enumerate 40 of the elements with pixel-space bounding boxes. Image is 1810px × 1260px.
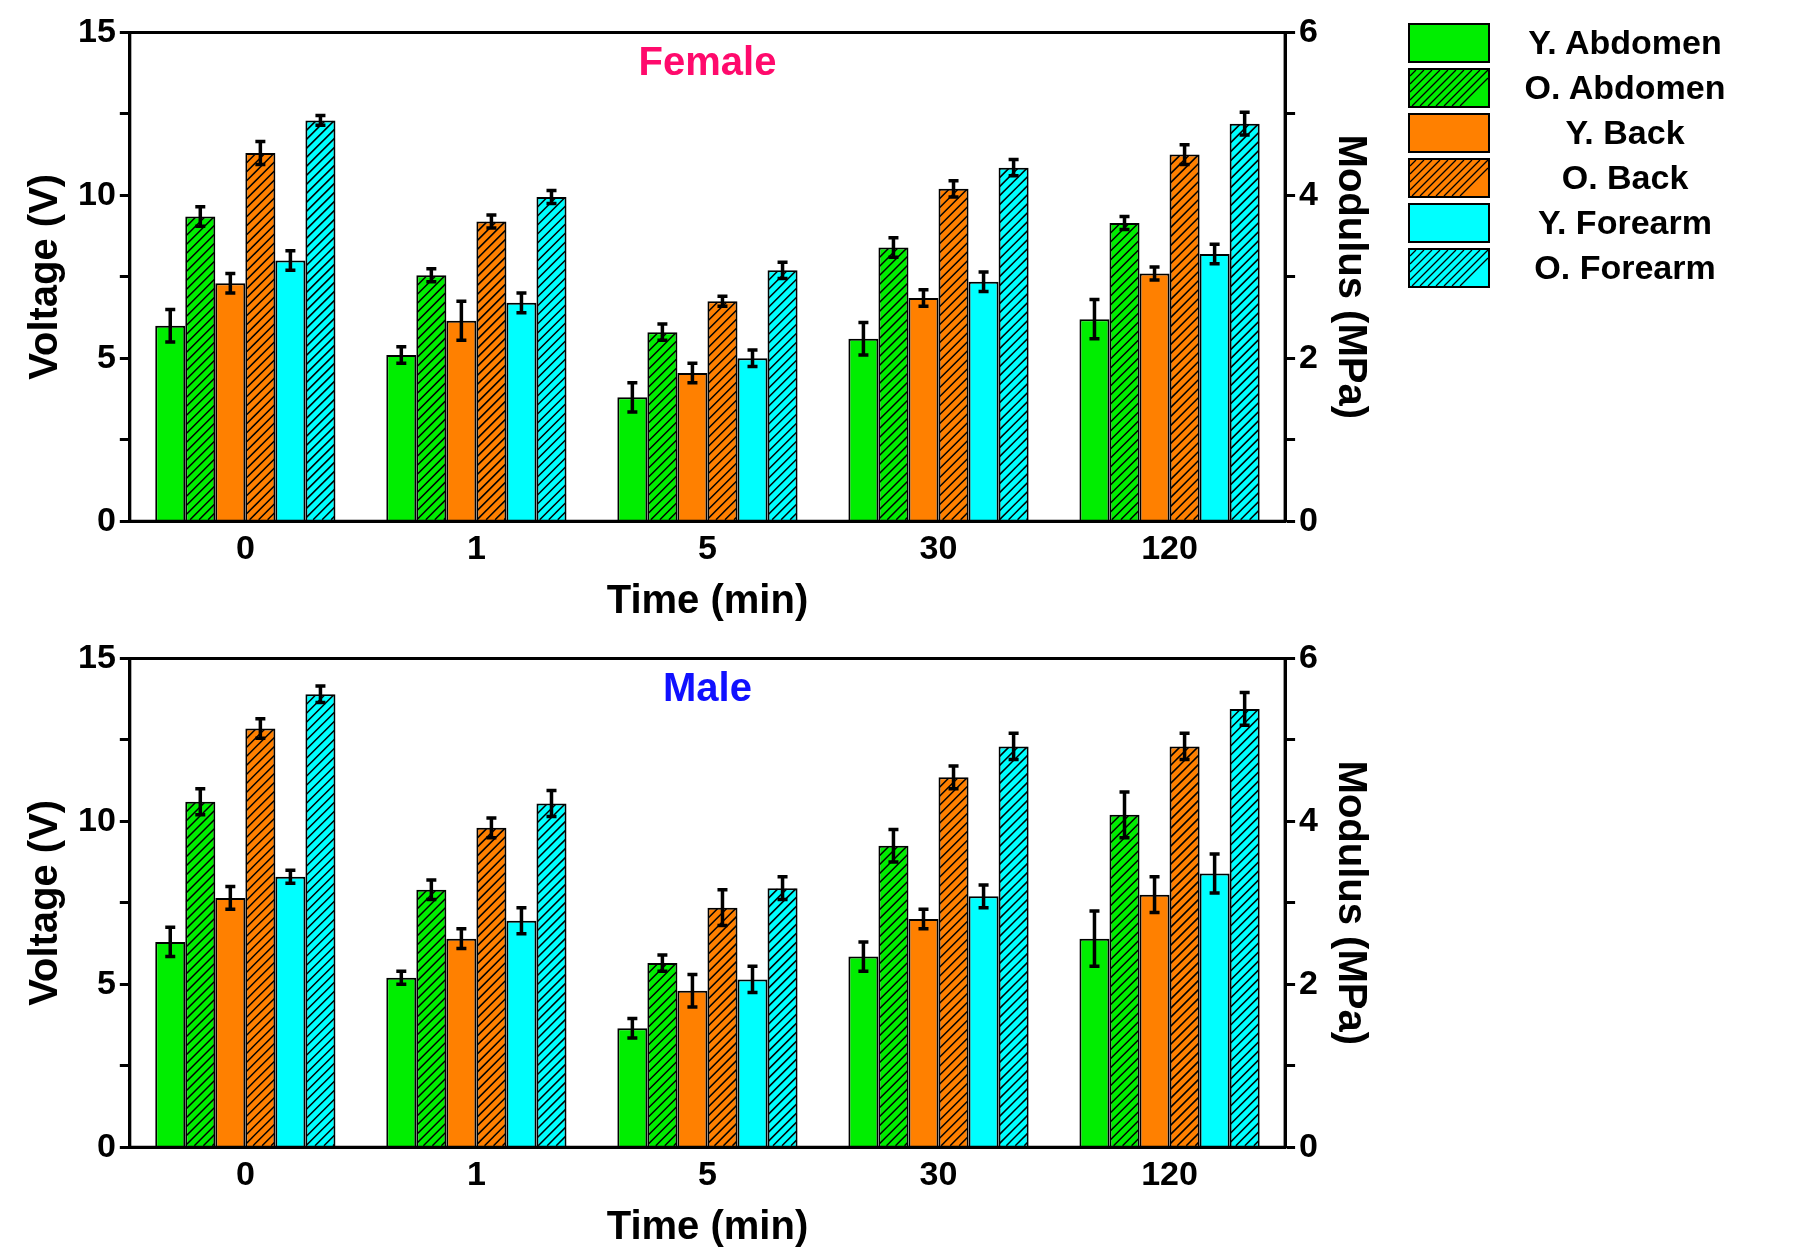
legend-label: O. Back [1560, 158, 1690, 197]
y-tick-label: 15 [77, 636, 116, 675]
x-tick-label: 5 [697, 527, 717, 566]
x-tick-label: 0 [235, 1153, 255, 1192]
x-tick-label: 120 [1141, 527, 1198, 566]
x-tick-label: 30 [919, 1153, 958, 1192]
y2-tick-label: 4 [1299, 799, 1319, 838]
y2-tick-label: 2 [1299, 336, 1319, 375]
x-tick-label: 1 [466, 1153, 486, 1192]
y2-tick-label: 2 [1299, 962, 1319, 1001]
y-tick-label: 0 [96, 499, 116, 538]
y-tick-label: 15 [77, 10, 116, 49]
y-tick-label: 5 [96, 336, 116, 375]
x-tick-label: 30 [919, 527, 958, 566]
y2-tick-label: 0 [1299, 1125, 1319, 1164]
y-tick-label: 10 [77, 173, 116, 212]
chart-title: Female [638, 39, 777, 84]
chart-title: Male [662, 665, 752, 710]
y-tick-label: 0 [96, 1125, 116, 1164]
legend-label: Y. Abdomen [1527, 23, 1723, 62]
y2-tick-label: 6 [1299, 636, 1319, 675]
x-axis-title: Time (min) [606, 577, 809, 622]
x-axis-title: Time (min) [606, 1203, 809, 1248]
y2-axis-title: Modulus (MPa) [1330, 760, 1375, 1046]
x-tick-label: 5 [697, 1153, 717, 1192]
legend-label: O. Abdomen [1523, 68, 1727, 107]
y-tick-label: 10 [77, 799, 116, 838]
y-axis-title: Voltage (V) [21, 173, 66, 380]
y2-axis-title: Modulus (MPa) [1330, 134, 1375, 420]
x-tick-label: 1 [466, 527, 486, 566]
y-axis-title: Voltage (V) [21, 799, 66, 1006]
legend-label: Y. Back [1564, 113, 1686, 152]
y-tick-label: 5 [96, 962, 116, 1001]
x-tick-label: 0 [235, 527, 255, 566]
y2-tick-label: 4 [1299, 173, 1319, 212]
x-tick-label: 120 [1141, 1153, 1198, 1192]
legend-label: Y. Forearm [1537, 203, 1713, 242]
y2-tick-label: 6 [1299, 10, 1319, 49]
y2-tick-label: 0 [1299, 499, 1319, 538]
legend-label: O. Forearm [1533, 248, 1717, 287]
